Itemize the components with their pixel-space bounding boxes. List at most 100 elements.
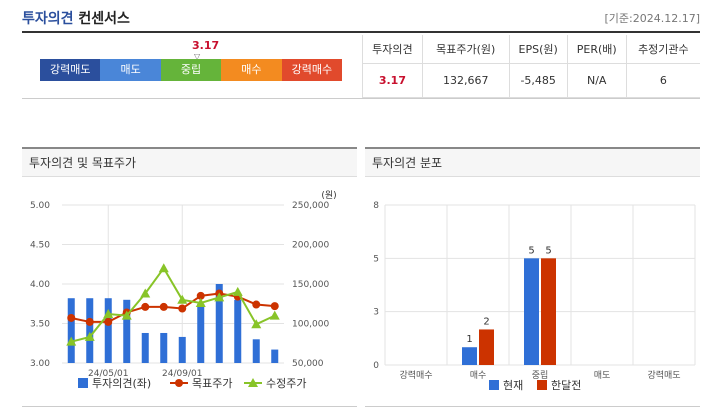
y-tick-label: 8	[373, 201, 379, 211]
y-tick-label: 0	[373, 361, 379, 371]
y-tick-label-left: 3.00	[30, 359, 50, 369]
gauge-pointer-icon: ▽	[194, 52, 201, 61]
opinion-bar	[104, 298, 112, 363]
x-category-label: 매수	[470, 370, 487, 381]
legend-label: 수정주가	[266, 377, 306, 390]
target-price-point	[85, 317, 94, 326]
target-price-point	[178, 304, 187, 313]
table-cell-eps: -5,485	[508, 63, 568, 98]
target-price-point	[104, 317, 113, 326]
opinion-bar	[123, 299, 131, 363]
opinion-bar	[252, 339, 260, 363]
base-date: [기준:2024.12.17]	[604, 12, 700, 25]
opinion-bar	[141, 332, 149, 363]
adjusted-price-point	[232, 286, 243, 296]
table-header-cell: 투자의견	[362, 35, 423, 64]
adjusted-price-point	[158, 263, 169, 273]
opinion-bar	[160, 332, 168, 363]
table-cell-per: N/A	[566, 63, 627, 98]
y-tick-label-left: 5.00	[30, 201, 50, 211]
target-price-point	[67, 313, 76, 322]
legend-swatch	[489, 380, 499, 390]
y-tick-label-right: 250,000	[292, 201, 329, 211]
table-header-cell: 추정기관수	[625, 35, 700, 64]
y-tick-label-right: 100,000	[292, 320, 329, 330]
table-divider	[22, 98, 700, 99]
section-title: 투자의견 컨센서스	[22, 8, 130, 28]
target-price-point	[252, 300, 261, 309]
distribution-bar	[524, 258, 539, 365]
opinion-distribution-chart: 8 5 3 0 강력매수 매수 중립 매도 강력매도 1 5 2 5 현재 한달전	[373, 201, 696, 392]
y-tick-label-left: 4.00	[30, 280, 50, 290]
legend-swatch	[175, 379, 183, 387]
consensus-table: 투자의견 목표주가(원) EPS(원) PER(배) 추정기관수 3.17 13…	[362, 35, 700, 98]
y-tick-label-right: 50,000	[292, 359, 324, 369]
title-part1: 투자의견	[22, 11, 74, 27]
x-category-label: 강력매수	[399, 369, 432, 381]
opinion-bar	[234, 299, 242, 363]
opinion-bar	[67, 298, 75, 363]
target-price-point	[270, 302, 279, 311]
gauge-segment-strong-buy: 강력매수	[281, 59, 343, 81]
adjusted-price-line	[71, 266, 276, 343]
x-category-label: 중립	[532, 370, 549, 381]
unit-label: (원)	[321, 190, 336, 201]
table-cell-target-price: 132,667	[421, 63, 510, 98]
data-label: 5	[528, 245, 534, 256]
legend-swatch	[537, 380, 547, 390]
opinion-bar	[86, 298, 94, 363]
data-label: 1	[466, 334, 472, 345]
distribution-bar	[462, 347, 477, 365]
opinion-bar	[271, 349, 279, 363]
target-price-point	[159, 302, 168, 311]
opinion-distribution-panel: 투자의견 분포 8 5 3 0 강력매수 매수 중립 매도 강력매도 1 5 2 5 현재 한달전	[365, 147, 700, 407]
adjusted-price-point	[140, 288, 151, 298]
adjusted-price-point	[103, 309, 114, 319]
opinion-bar	[197, 303, 205, 363]
adjusted-price-point	[214, 292, 225, 302]
table-header-cell: EPS(원)	[508, 35, 568, 64]
x-category-label: 매도	[594, 370, 611, 381]
data-label: 5	[545, 245, 551, 256]
table-cell-opinion: 3.17	[362, 63, 423, 98]
gauge-value: 3.17	[192, 39, 220, 52]
gauge-segment-sell: 매도	[100, 59, 161, 81]
table-row: 3.17 132,667 -5,485 N/A 6	[362, 63, 700, 98]
legend-label: 투자의견(좌)	[92, 377, 151, 390]
y-tick-label-left: 3.50	[30, 320, 50, 330]
gauge-segment-buy: 매수	[221, 59, 282, 81]
legend-label: 한달전	[551, 379, 581, 392]
panel-title: 투자의견 분포	[365, 149, 700, 177]
opinion-target-panel: 투자의견 및 목표주가 5.00 4.50 4.00 3.50 3.00 250,000 2…	[22, 147, 357, 407]
x-category-label: 강력매도	[647, 369, 680, 381]
gauge-segment-neutral: 중립	[160, 59, 222, 81]
opinion-target-chart: 5.00 4.50 4.00 3.50 3.00 250,000 200,000 150,00…	[30, 190, 337, 390]
y-tick-label-right: 200,000	[292, 241, 329, 251]
legend-swatch	[248, 378, 258, 387]
title-part2: 컨센서스	[78, 11, 130, 27]
adjusted-price-point	[269, 310, 280, 320]
x-tick-label: 24/05/01	[88, 369, 128, 379]
panel-title: 투자의견 및 목표주가	[22, 149, 357, 177]
adjusted-price-point	[251, 319, 262, 329]
y-tick-label-left: 4.50	[30, 241, 50, 251]
distribution-bar	[479, 329, 494, 365]
gauge-segment-strong-sell: 강력매도	[40, 59, 101, 81]
target-price-point	[196, 291, 205, 300]
y-tick-label-right: 150,000	[292, 280, 329, 290]
opinion-bar	[215, 284, 223, 363]
adjusted-price-point	[66, 336, 77, 346]
x-tick-label: 24/09/01	[162, 369, 202, 379]
adjusted-price-point	[195, 297, 206, 307]
panel-divider	[365, 406, 700, 407]
adjusted-price-point	[177, 294, 188, 304]
y-tick-label: 3	[373, 308, 379, 318]
distribution-bar	[541, 258, 556, 365]
gauge-bar: 강력매도 매도 중립 매수 강력매수	[40, 59, 343, 81]
y-tick-label: 5	[373, 254, 379, 264]
adjusted-price-point	[84, 331, 95, 341]
table-header-cell: 목표주가(원)	[421, 35, 510, 64]
table-header-row: 투자의견 목표주가(원) EPS(원) PER(배) 추정기관수	[362, 35, 700, 64]
legend-swatch	[78, 378, 88, 388]
section-header: 투자의견 컨센서스 [기준:2024.12.17]	[22, 0, 700, 33]
